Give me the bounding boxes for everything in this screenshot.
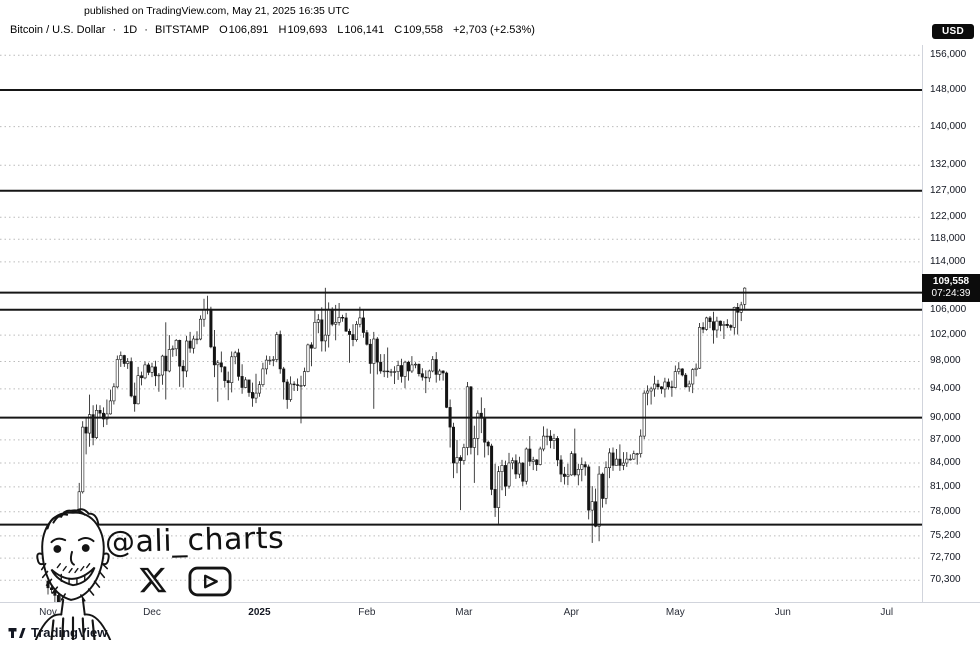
high-label: H	[278, 24, 287, 36]
y-axis-label: 118,000	[930, 233, 966, 245]
y-axis-label: 132,000	[930, 159, 967, 171]
change-value: +2,703 (+2.53%)	[453, 24, 535, 36]
interval-label: 1D	[123, 24, 138, 36]
tradingview-footer: TradingView	[8, 625, 107, 640]
y-axis-label: 94,000	[930, 382, 961, 394]
avatar-sketch	[34, 508, 112, 640]
high-value: 109,693	[287, 24, 328, 36]
x-axis-label: Apr	[563, 607, 580, 618]
currency-badge[interactable]: USD	[931, 24, 974, 39]
y-axis-label: 87,000	[930, 433, 961, 445]
exchange-label: BITSTAMP	[155, 24, 210, 36]
y-axis-label: 98,000	[930, 355, 961, 367]
x-axis-label: Dec	[143, 607, 161, 618]
published-bar: published on TradingView.com, May 21, 20…	[84, 5, 350, 17]
x-axis-label: Mar	[455, 607, 473, 618]
artist-handle: @ali_charts	[104, 520, 285, 561]
separator: ·	[112, 24, 117, 36]
y-axis-label: 70,300	[930, 574, 961, 586]
open-label: O	[219, 24, 228, 36]
y-axis-label: 72,700	[930, 552, 961, 564]
x-axis-label: Jul	[880, 607, 894, 618]
symbol-title: Bitcoin / U.S. Dollar	[10, 24, 106, 36]
y-axis-label: 90,000	[930, 411, 961, 423]
youtube-logo-icon	[188, 566, 232, 597]
y-axis-label: 84,000	[930, 456, 961, 468]
x-axis-label: Jun	[774, 607, 791, 618]
y-axis-label: 156,000	[930, 49, 967, 61]
low-label: L	[337, 24, 344, 36]
y-axis-label: 75,200	[930, 529, 961, 541]
low-value: 106,141	[344, 24, 385, 36]
tradingview-brand: TradingView	[31, 625, 108, 640]
current-price-tag: 109,558 07:24:39	[922, 274, 980, 303]
artist-watermark: @ali_charts	[24, 503, 304, 643]
time-axis[interactable]: Nov Dec 2025 Feb Mar Apr May Jun Jul	[0, 602, 980, 623]
chart-header: Bitcoin / U.S. Dollar · 1D · BITSTAMP O1…	[10, 24, 535, 36]
x-logo-icon	[139, 567, 167, 593]
y-axis-label: 140,000	[930, 120, 967, 132]
close-label: C	[394, 24, 403, 36]
y-axis-label: 148,000	[930, 84, 967, 95]
x-axis-label: Feb	[358, 607, 376, 618]
y-axis-label: 106,000	[930, 303, 967, 315]
y-axis-label: 78,000	[930, 505, 961, 517]
close-value: 109,558	[403, 24, 443, 36]
candlestick-chart[interactable]	[0, 0, 922, 602]
bar-countdown: 07:24:39	[931, 288, 971, 300]
price-axis[interactable]: 156,000 148,000 140,000 132,000 127,000 122,0…	[922, 45, 980, 602]
x-axis-label: Nov	[39, 607, 57, 618]
y-axis-label: 81,000	[930, 480, 961, 492]
x-axis-label: 2025	[248, 607, 271, 618]
tradingview-logo-icon	[8, 627, 26, 638]
y-axis-label: 102,000	[930, 329, 967, 341]
x-axis-label: May	[665, 607, 685, 618]
y-axis-label: 127,000	[930, 184, 967, 196]
y-axis-label: 122,000	[930, 211, 967, 223]
current-price-value: 109,558	[932, 276, 970, 288]
separator: ·	[144, 24, 148, 36]
y-axis-label: 114,000	[930, 255, 966, 267]
open-value: 106,891	[228, 24, 269, 36]
